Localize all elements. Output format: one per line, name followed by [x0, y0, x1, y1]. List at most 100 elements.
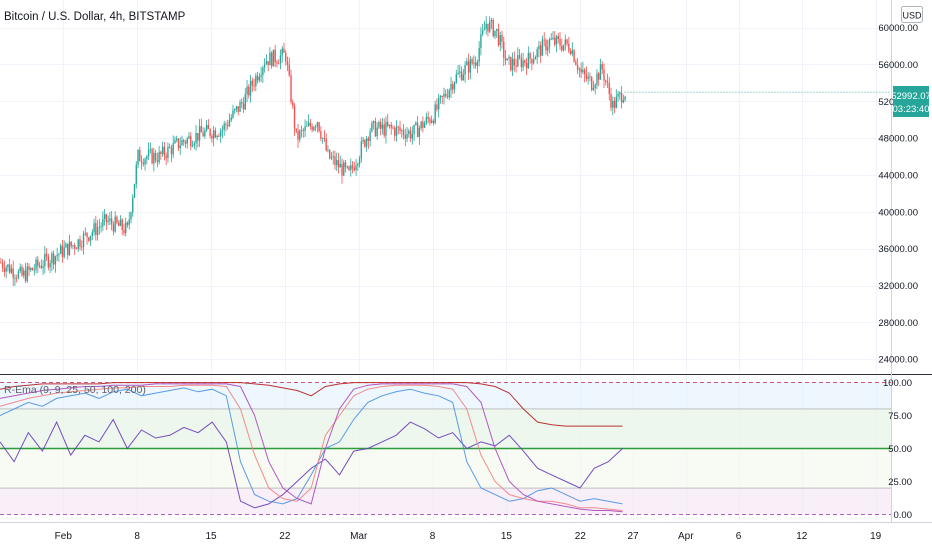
- time-tick-label: 19: [870, 531, 882, 542]
- candle-body: [227, 124, 229, 127]
- candle-body: [334, 156, 336, 166]
- candle-body: [128, 219, 130, 225]
- candle-body: [575, 61, 577, 66]
- candle-body: [56, 255, 58, 257]
- indicator-tick-label: 0.00: [894, 510, 913, 521]
- candle-body: [16, 277, 18, 279]
- candle-body: [499, 35, 501, 46]
- candle-body: [30, 268, 32, 270]
- candle-body: [587, 76, 589, 79]
- candle-body: [615, 96, 617, 108]
- candle-body: [445, 93, 447, 97]
- candle-body: [21, 267, 23, 276]
- oscillator-series-3: [0, 384, 623, 511]
- time-tick-label: Feb: [55, 531, 73, 542]
- candle-body: [605, 80, 607, 82]
- candle-body: [422, 121, 424, 128]
- candle-body: [590, 76, 593, 90]
- time-tick-label: 27: [627, 531, 639, 542]
- price-tick-label: 28000.00: [878, 318, 918, 329]
- candle-body: [566, 39, 568, 44]
- candle-body: [522, 60, 524, 68]
- time-tick-label: Mar: [350, 531, 368, 542]
- indicator-label[interactable]: R-Ema (9, 9, 25, 50, 100, 200): [4, 384, 146, 396]
- indicator-axis[interactable]: 100.00 75.00 50.00 25.00 0.00: [883, 378, 912, 521]
- candle-body: [91, 232, 94, 236]
- price-axis[interactable]: 60000.0056000.0052000.0048000.0044000.00…: [878, 23, 918, 366]
- candle-body: [241, 102, 243, 104]
- time-tick-label: 15: [205, 531, 217, 542]
- candle-body: [415, 122, 417, 125]
- candle-body: [314, 126, 317, 128]
- candle-body: [536, 49, 538, 58]
- candle-body: [510, 56, 512, 71]
- candle-body: [571, 50, 574, 55]
- candle-body: [411, 134, 414, 139]
- time-axis[interactable]: Feb 8 15 22 Mar 8 15 22 27 Apr 6 12 19: [55, 531, 882, 542]
- candle-body: [460, 71, 463, 80]
- candle-body: [313, 127, 315, 131]
- candle-body: [545, 40, 547, 51]
- candle-body: [163, 146, 166, 156]
- candle-body: [496, 28, 498, 31]
- candle-body: [195, 133, 197, 144]
- candle-body: [517, 55, 519, 67]
- candle-body: [328, 149, 331, 159]
- candle-body: [130, 212, 132, 220]
- candle-body: [204, 130, 206, 137]
- candle-body: [378, 121, 380, 128]
- candle-body: [598, 73, 600, 80]
- candle-body: [473, 62, 475, 64]
- candle-body: [436, 104, 438, 110]
- price-tick-label: 36000.00: [878, 244, 918, 255]
- candle-body: [170, 147, 173, 155]
- candle-body: [515, 65, 517, 67]
- candle-body: [198, 126, 201, 141]
- candle-body: [209, 128, 211, 136]
- candle-body: [270, 52, 273, 67]
- candle-body: [476, 61, 479, 66]
- candle-body: [603, 69, 605, 81]
- candle-body: [568, 43, 570, 51]
- candle-body: [320, 131, 322, 139]
- candle-body: [52, 253, 55, 265]
- candle-body: [109, 218, 111, 221]
- candle-body: [406, 133, 408, 139]
- candle-body: [89, 235, 92, 241]
- candle-body: [123, 229, 125, 234]
- price-tick-label: 56000.00: [878, 60, 918, 71]
- candle-body: [439, 95, 442, 98]
- candle-body: [466, 61, 468, 66]
- candle-body: [295, 128, 297, 131]
- candle-body: [309, 122, 312, 127]
- candle-body: [306, 125, 308, 127]
- candle-body: [49, 263, 51, 268]
- candle-body: [255, 75, 257, 87]
- candle-body: [353, 167, 356, 171]
- candle-body: [585, 74, 588, 79]
- candle-body: [114, 216, 116, 232]
- candle-body: [183, 140, 185, 142]
- candle-body: [37, 259, 39, 267]
- candle-body: [59, 245, 62, 254]
- candle-body: [235, 106, 238, 110]
- price-tick-label: 44000.00: [878, 170, 918, 181]
- candle-body: [281, 48, 283, 56]
- candle-body: [453, 82, 456, 90]
- candle-body: [399, 127, 401, 131]
- candle-body: [381, 124, 384, 129]
- candle-body: [54, 256, 57, 265]
- currency-button[interactable]: USD: [901, 6, 923, 23]
- candle-body: [323, 137, 326, 139]
- candle-body: [555, 36, 558, 45]
- candle-body: [249, 80, 252, 96]
- candle-body: [75, 248, 78, 250]
- candle-body: [72, 245, 74, 247]
- candle-body: [167, 146, 169, 159]
- candle-body: [358, 158, 361, 165]
- candle-body: [490, 19, 493, 22]
- candle-body: [369, 131, 371, 142]
- candle-body: [269, 52, 271, 66]
- candle-body: [594, 84, 596, 89]
- candle-body: [469, 59, 472, 73]
